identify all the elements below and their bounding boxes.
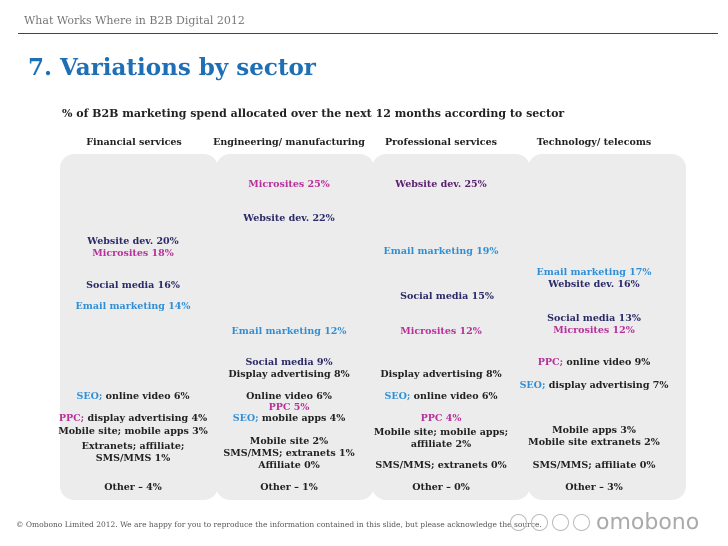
eng-ppc: PPC 5%	[268, 402, 310, 413]
tech-seo: SEO; display advertising 7%	[519, 380, 669, 391]
column-heading-financial: Financial services	[86, 137, 182, 148]
column-panel-financial	[60, 154, 218, 500]
tech-other: Other – 3%	[565, 482, 623, 493]
column-heading-professional: Professional services	[385, 137, 497, 148]
tech-social: Social media 13%	[547, 313, 641, 324]
tech-website: Website dev. 16%	[548, 279, 640, 290]
pro-affiliate: affiliate 2%	[410, 439, 472, 450]
eng-email: Email marketing 12%	[231, 326, 347, 337]
fin-microsites: Microsites 18%	[92, 248, 174, 259]
column-panel-technology	[528, 154, 686, 500]
fin-sms: SMS/MMS 1%	[95, 453, 171, 464]
fin-seo: SEO; online video 6%	[76, 391, 190, 402]
column-panel-professional	[372, 154, 530, 500]
column-heading-engineering: Engineering/ manufacturing	[213, 137, 365, 148]
pro-other: Other – 0%	[412, 482, 470, 493]
fin-other: Other – 4%	[104, 482, 162, 493]
pro-display: Display advertising 8%	[380, 369, 502, 380]
pro-sms: SMS/MMS; extranets 0%	[375, 460, 507, 471]
pro-mobile: Mobile site; mobile apps;	[373, 427, 509, 438]
eng-display: Display advertising 8%	[228, 369, 350, 380]
header-divider	[18, 33, 718, 34]
fin-extranets: Extranets; affiliate;	[81, 441, 185, 452]
eng-social: Social media 9%	[245, 357, 333, 368]
page-title: 7. Variations by sector	[28, 54, 316, 81]
eng-seo: SEO; mobile apps 4%	[232, 413, 346, 424]
eng-affiliate: Affiliate 0%	[258, 460, 320, 471]
pro-seo: SEO; online video 6%	[384, 391, 498, 402]
pro-email: Email marketing 19%	[383, 246, 499, 257]
pro-website: Website dev. 25%	[395, 179, 487, 190]
logo-circle-icon	[510, 514, 527, 531]
pro-microsites: Microsites 12%	[400, 326, 482, 337]
logo-circle-icon	[573, 514, 590, 531]
eng-video: Online video 6%	[246, 391, 332, 402]
eng-sms: SMS/MMS; extranets 1%	[223, 448, 355, 459]
omobono-logo: omobono	[510, 510, 699, 535]
column-panel-engineering	[216, 154, 374, 500]
logo-circle-icon	[552, 514, 569, 531]
header-text: What Works Where in B2B Digital 2012	[24, 14, 245, 27]
pro-ppc: PPC 4%	[420, 413, 462, 424]
fin-ppc: PPC; display advertising 4%	[58, 413, 208, 424]
column-heading-technology: Technology/ telecoms	[536, 137, 652, 148]
eng-other: Other – 1%	[260, 482, 318, 493]
tech-mobile-site: Mobile site extranets 2%	[528, 437, 660, 448]
fin-website: Website dev. 20%	[87, 236, 179, 247]
footer-copyright: © Omobono Limited 2012. We are happy for…	[16, 520, 542, 529]
pro-social: Social media 15%	[400, 291, 494, 302]
tech-sms: SMS/MMS; affiliate 0%	[532, 460, 656, 471]
fin-social: Social media 16%	[86, 280, 180, 291]
chart-subtitle: % of B2B marketing spend allocated over …	[62, 107, 565, 120]
tech-microsites: Microsites 12%	[553, 325, 635, 336]
tech-ppc: PPC; online video 9%	[537, 357, 651, 368]
eng-mobile: Mobile site 2%	[249, 436, 329, 447]
logo-circle-icon	[531, 514, 548, 531]
tech-mobile-apps: Mobile apps 3%	[552, 425, 636, 436]
fin-email: Email marketing 14%	[75, 301, 191, 312]
logo-wordmark: omobono	[596, 510, 700, 535]
eng-website: Website dev. 22%	[243, 213, 335, 224]
fin-mobile: Mobile site; mobile apps 3%	[58, 426, 208, 437]
tech-email: Email marketing 17%	[536, 267, 652, 278]
eng-microsites: Microsites 25%	[248, 179, 330, 190]
